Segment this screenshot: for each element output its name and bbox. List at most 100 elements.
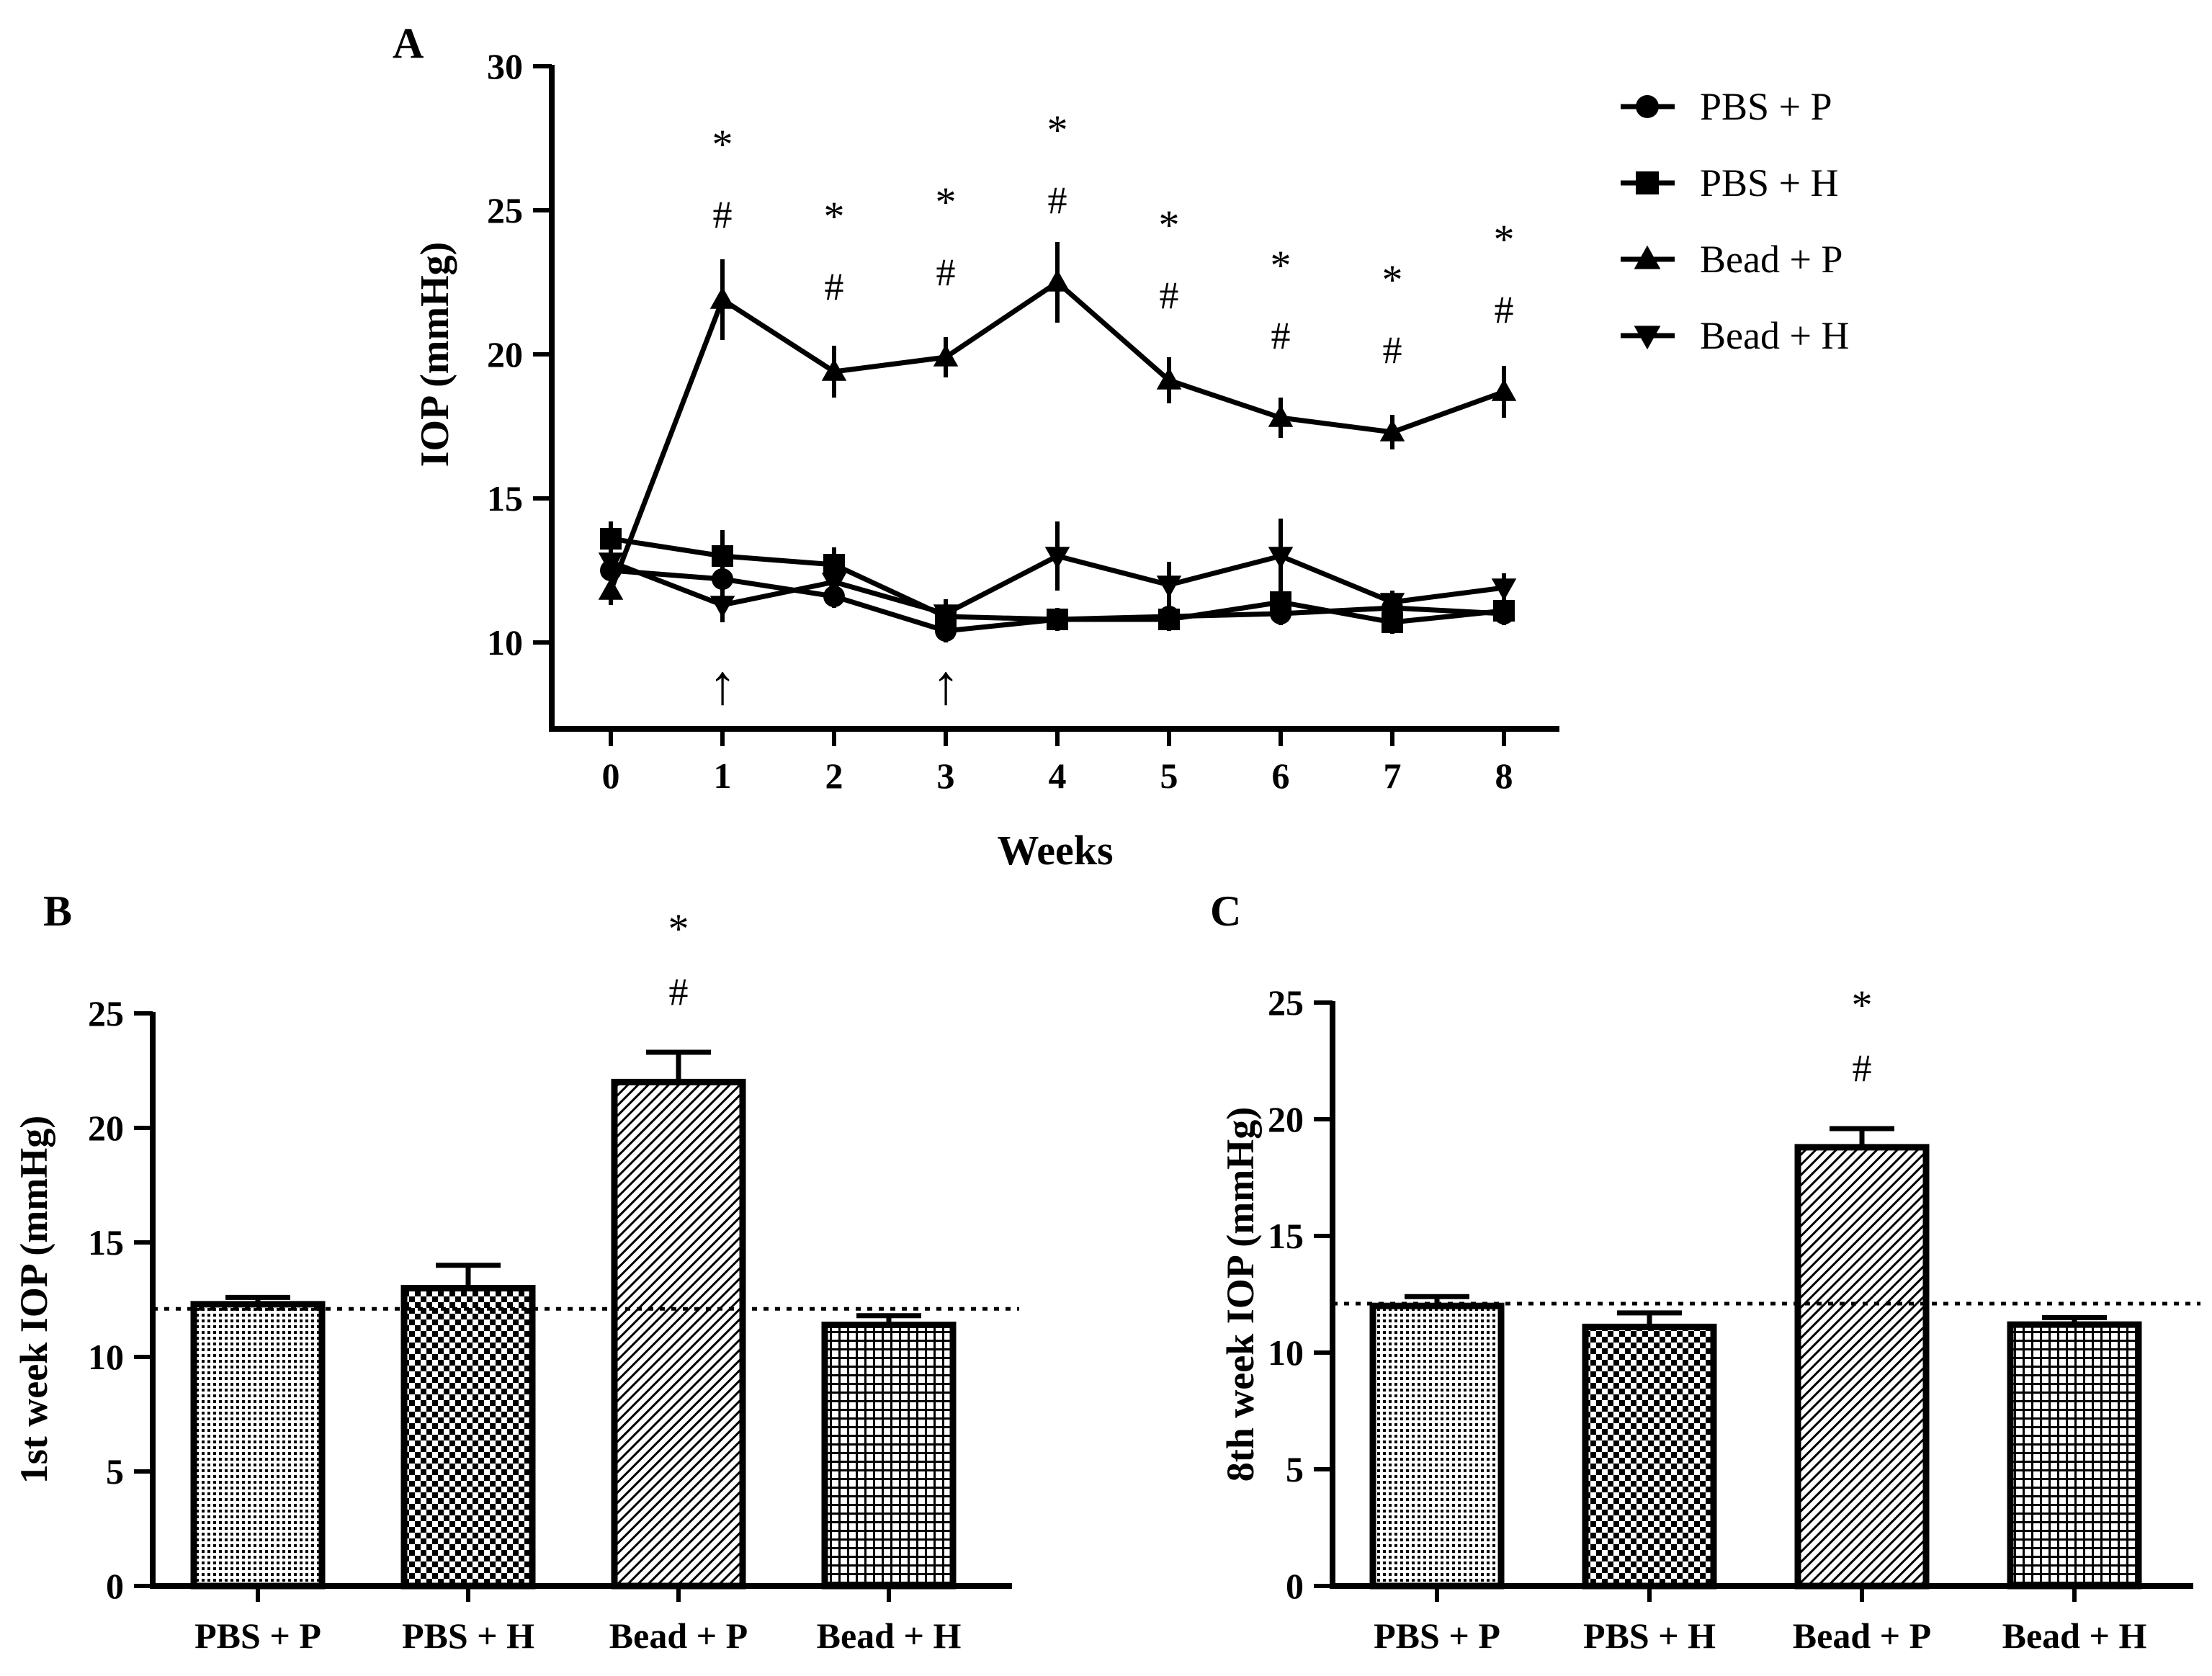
data-point (821, 573, 847, 595)
data-point (1158, 609, 1180, 630)
legend-label: PBS + P (1700, 85, 1832, 128)
significance-hash: # (1495, 288, 1514, 331)
bar (190, 1301, 326, 1590)
panel-a-label: A (393, 19, 424, 67)
significance-star: * (712, 121, 733, 168)
significance-hash: # (1853, 1047, 1872, 1090)
data-point (598, 552, 624, 575)
bar-group-pbs-p: PBS + P (190, 1294, 326, 1656)
x-tick-label: 3 (937, 756, 955, 796)
bar-chart-panel-b: 0 5 10 15 20 25 1st week IOP (mmHg) PBS + P PBS … (12, 905, 1019, 1656)
bar-group-pbs-h: PBS + H (400, 1263, 536, 1656)
y-tick-label: 10 (88, 1337, 124, 1377)
category-label: PBS + H (402, 1615, 534, 1656)
y-tick-label: 5 (106, 1451, 124, 1492)
legend-marker (1636, 171, 1659, 194)
significance-star: * (936, 179, 957, 225)
data-point (1156, 367, 1182, 390)
x-axis-title: Weeks (997, 827, 1113, 874)
y-tick-label: 5 (1286, 1449, 1304, 1489)
y-tick-label: 15 (88, 1222, 124, 1263)
significance-hash: # (1383, 328, 1402, 372)
y-tick-label: 15 (1268, 1216, 1304, 1256)
data-point (1268, 405, 1294, 427)
data-point (1156, 575, 1182, 598)
bar-group-bead-p: Bead + P (1793, 1126, 1931, 1656)
significance-hash: # (1048, 179, 1067, 222)
significance-hash: # (825, 265, 844, 308)
data-point (1270, 591, 1291, 613)
significance-star: * (1159, 202, 1180, 248)
y-axis-title: 1st week IOP (mmHg) (12, 1116, 55, 1484)
significance-star: * (1382, 256, 1403, 303)
x-tick-label: 8 (1495, 756, 1513, 796)
x-tick-label: 1 (714, 756, 732, 796)
bar-chart-panel-c: 0 5 10 15 20 25 8th week IOP (mmHg) PBS + P PBS … (1219, 982, 2200, 1656)
y-tick-label: 0 (106, 1566, 124, 1606)
bar (1794, 1144, 1930, 1590)
legend-marker (1634, 326, 1661, 350)
data-point (712, 545, 733, 567)
legend-label: Bead + H (1700, 314, 1849, 357)
y-tick-label: 0 (1286, 1566, 1304, 1606)
y-tick-label: 10 (1268, 1332, 1304, 1373)
legend: PBS + P PBS + H Bead + P Bead + H (1621, 85, 1849, 357)
significance-star: * (1047, 107, 1068, 153)
x-tick-label: 6 (1272, 756, 1290, 796)
series-bead-p (598, 242, 1517, 605)
data-point (1044, 269, 1070, 292)
category-label: PBS + P (1374, 1615, 1500, 1656)
y-tick-label: 20 (1268, 1099, 1304, 1139)
legend-item: PBS + P (1621, 85, 1832, 128)
legend-marker (1636, 95, 1659, 118)
bar-group-bead-p: Bead + P (609, 1049, 748, 1656)
data-point (600, 528, 622, 550)
data-point (598, 578, 624, 600)
category-label: PBS + H (1583, 1615, 1716, 1656)
y-axis-title: 8th week IOP (mmHg) (1219, 1107, 1262, 1482)
significance-star: * (824, 193, 845, 240)
y-tick-label: 10 (487, 622, 523, 663)
legend-label: PBS + H (1700, 161, 1839, 205)
legend-marker (1634, 245, 1661, 269)
data-point (1491, 379, 1517, 401)
data-point (709, 596, 735, 618)
x-tick-label: 5 (1160, 756, 1178, 796)
y-tick-label: 20 (487, 334, 523, 375)
significance-star: * (1494, 216, 1515, 263)
panel-b-label: B (43, 887, 72, 935)
y-tick-label: 25 (487, 190, 523, 230)
y-tick-label: 25 (1268, 982, 1304, 1023)
y-tick-label: 25 (88, 993, 124, 1034)
data-point (1268, 547, 1294, 569)
y-tick-label: 20 (88, 1108, 124, 1148)
data-point (1047, 609, 1068, 630)
series-bead-h (598, 519, 1517, 628)
significance-hash: # (936, 251, 956, 294)
significance-hash: # (1271, 314, 1291, 357)
category-label: Bead + P (1793, 1615, 1931, 1656)
y-tick-label: 15 (487, 478, 523, 519)
significance-hash: # (669, 970, 689, 1013)
bar (1369, 1302, 1505, 1590)
line-chart-panel-a: 10 15 20 25 30 0 1 2 3 4 5 6 7 8 Weeks IOP (mmHg) * # * # * #… (413, 46, 1849, 874)
bar (2007, 1321, 2142, 1590)
significance-hash: # (713, 193, 733, 236)
category-label: Bead + P (609, 1615, 748, 1656)
bar (611, 1078, 746, 1590)
data-point (1379, 419, 1405, 442)
significance-star: * (1852, 982, 1873, 1029)
data-point (821, 359, 847, 381)
legend-label: Bead + P (1700, 238, 1842, 281)
data-point (1044, 547, 1070, 569)
bar (1582, 1323, 1717, 1590)
data-point (933, 344, 959, 367)
y-axis-title: IOP (mmHg) (413, 242, 457, 467)
treatment-arrow: ↑ (932, 653, 960, 716)
significance-star: * (1271, 242, 1291, 289)
x-tick-label: 0 (602, 756, 620, 796)
treatment-arrow: ↑ (709, 653, 737, 716)
legend-item: Bead + P (1621, 238, 1842, 281)
bar (400, 1285, 536, 1590)
